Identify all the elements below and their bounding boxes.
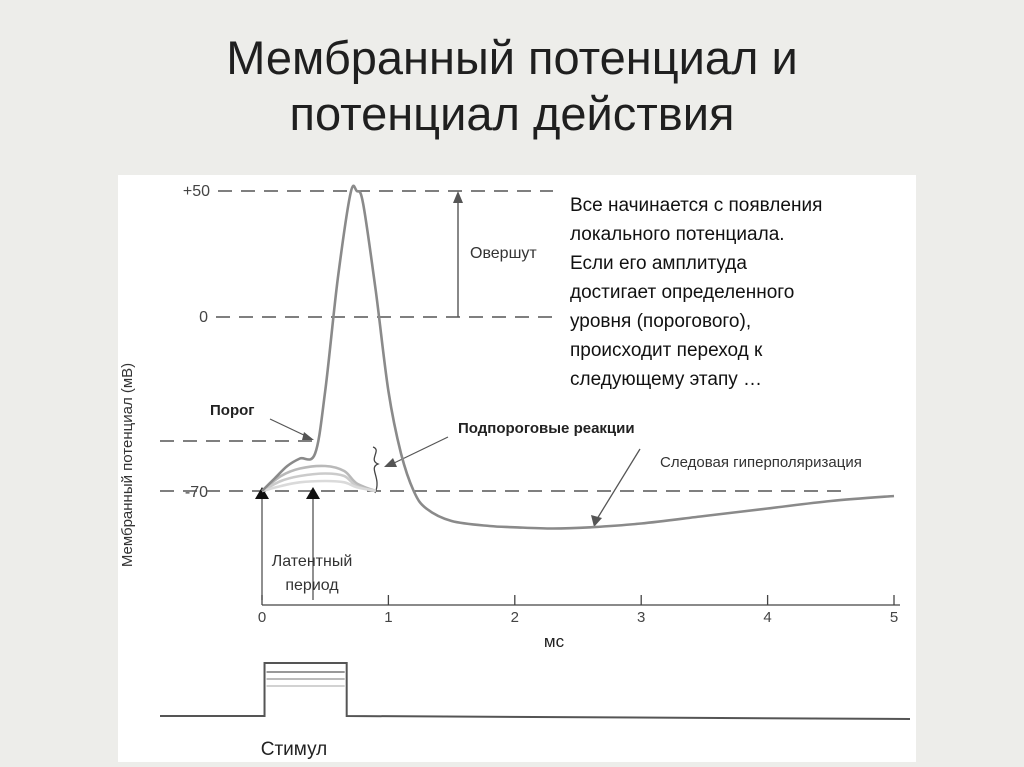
note-line: происходит переход к (570, 340, 763, 361)
subthreshold-arrowhead (384, 458, 397, 467)
note-line: уровня (порогового), (570, 311, 752, 332)
latent-label-line2: период (285, 577, 339, 594)
slide-title-line-1: Мембранный потенциал и (226, 31, 798, 84)
latent-end-marker (306, 487, 320, 499)
x-tick-label: 1 (384, 609, 392, 626)
x-tick-label: 5 (890, 609, 898, 626)
overshoot-label: Овершут (470, 245, 537, 262)
x-tick-label: 0 (258, 609, 266, 626)
note-line: Если его амплитуда (570, 253, 747, 274)
action-potential-chart: Мембранный потенциал (мВ) +50 0 -70 Овер… (119, 183, 911, 760)
slide-title-line-2: потенциал действия (289, 87, 735, 140)
note-line: Все начинается с появления (570, 195, 823, 216)
x-tick-label: 3 (637, 609, 645, 626)
subthreshold-curve (261, 479, 377, 493)
hyperpolarization-arrowhead (591, 515, 602, 527)
x-axis-label: мс (544, 632, 565, 651)
latent-label-line1: Латентный (272, 553, 353, 570)
note-line: локального потенциала. (570, 224, 785, 245)
y-axis-label: Мембранный потенциал (мВ) (119, 363, 136, 567)
x-tick-label: 2 (511, 609, 519, 626)
note-line: следующему этапу … (570, 369, 763, 390)
action-potential-curve (261, 184, 895, 530)
latent-start-marker (255, 487, 269, 499)
subthreshold-curve (261, 464, 377, 493)
stimulus-trace (160, 662, 911, 720)
subthreshold-brace (372, 446, 380, 494)
slide-title: Мембранный потенциал и потенциал действи… (0, 30, 1024, 142)
subthreshold-label: Подпороговые реакции (458, 420, 635, 437)
overshoot-arrowhead (453, 191, 463, 203)
hyperpolarization-arrow (596, 448, 641, 520)
x-tick-label: 4 (763, 609, 771, 626)
note-line: достигает определенного (570, 282, 795, 303)
hyperpolarization-label: Следовая гиперполяризация (660, 454, 862, 471)
explanation-note: Все начинается с появления локального по… (570, 191, 915, 394)
threshold-label: Порог (210, 402, 255, 419)
y-tick-label: +50 (183, 183, 210, 200)
y-tick-label: -70 (185, 484, 208, 501)
threshold-arrowhead (302, 432, 314, 440)
y-tick-label: 0 (199, 309, 208, 326)
stimulus-label: Стимул (261, 739, 327, 760)
threshold-arrow (269, 418, 309, 438)
figure-panel: Мембранный потенциал (мВ) +50 0 -70 Овер… (118, 175, 916, 762)
